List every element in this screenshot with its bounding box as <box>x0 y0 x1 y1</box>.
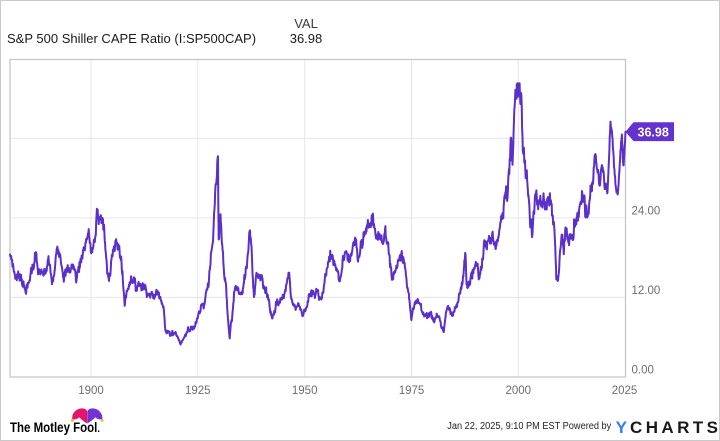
svg-text:2000: 2000 <box>506 385 532 397</box>
svg-text:1900: 1900 <box>78 385 104 397</box>
svg-text:36.98: 36.98 <box>638 125 669 139</box>
svg-text:1975: 1975 <box>399 385 425 397</box>
svg-text:12.00: 12.00 <box>632 285 661 297</box>
svg-text:2025: 2025 <box>612 385 638 397</box>
svg-text:0.00: 0.00 <box>632 365 654 377</box>
svg-text:24.00: 24.00 <box>632 206 661 218</box>
svg-text:1925: 1925 <box>185 385 211 397</box>
svg-text:1950: 1950 <box>292 385 318 397</box>
